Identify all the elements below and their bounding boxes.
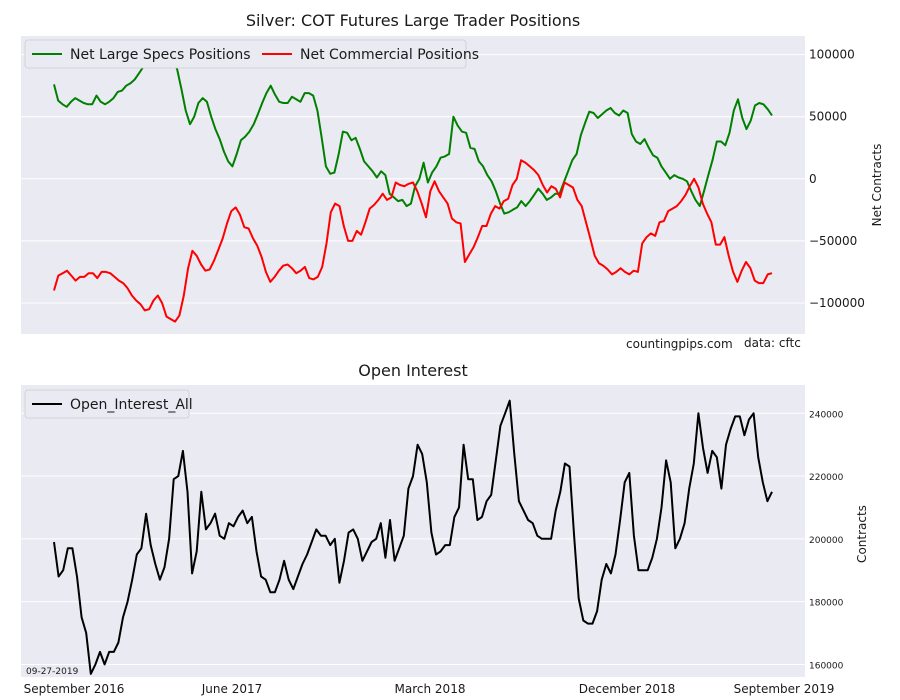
open-interest-y-tick-label: 200000 bbox=[809, 536, 844, 546]
positions-chart-title: Silver: COT Futures Large Trader Positio… bbox=[246, 11, 580, 30]
positions-plot-area bbox=[21, 36, 805, 334]
open-interest-y-tick-label: 160000 bbox=[809, 661, 844, 671]
positions-legend-box bbox=[24, 39, 467, 69]
open-interest-plot-area bbox=[21, 385, 805, 677]
open-interest-series-line bbox=[53, 399, 773, 675]
report-date-stamp: 09-27-2019 bbox=[26, 667, 79, 677]
legend-commercial-label: Net Commercial Positions bbox=[300, 47, 479, 63]
x-axis-tick-labels: September 2016 June 2017 March 2018 Decembe… bbox=[24, 682, 835, 696]
open-interest-legend-box bbox=[24, 389, 190, 419]
open-interest-y-tick-label: 180000 bbox=[809, 599, 844, 609]
x-tick-label: September 2016 bbox=[24, 682, 125, 696]
credit-site: countingpips.com bbox=[626, 337, 733, 351]
legend-open-interest-label: Open_Interest_All bbox=[70, 397, 193, 413]
open-interest-chart-title: Open Interest bbox=[358, 361, 467, 380]
credit-source: data: cftc bbox=[744, 336, 801, 350]
positions-y-tick-label: 100000 bbox=[809, 48, 855, 62]
positions-y-tick-label: 0 bbox=[809, 172, 817, 186]
x-tick-label: June 2017 bbox=[201, 682, 263, 696]
positions-legend: Net Large Specs Positions Net Commercial… bbox=[24, 39, 479, 69]
x-tick-label: September 2019 bbox=[734, 682, 835, 696]
open-interest-chart: Open Interest 160000 180000 200000 220000 24… bbox=[21, 361, 869, 677]
open-interest-legend: Open_Interest_All bbox=[24, 389, 193, 419]
positions-chart: Silver: COT Futures Large Trader Positio… bbox=[21, 11, 884, 351]
positions-y-axis-label: Net Contracts bbox=[870, 144, 884, 227]
series-line-open-interest-all bbox=[53, 399, 773, 675]
open-interest-y-tick-label: 240000 bbox=[809, 410, 844, 420]
positions-y-tick-label: −100000 bbox=[809, 296, 865, 310]
positions-y-ticks: −100000 −50000 0 50000 100000 bbox=[809, 48, 865, 310]
x-tick-label: December 2018 bbox=[579, 682, 676, 696]
positions-y-tick-label: −50000 bbox=[809, 234, 857, 248]
x-tick-label: March 2018 bbox=[395, 682, 466, 696]
series-line-net-commercial-positions bbox=[53, 159, 773, 323]
positions-y-tick-label: 50000 bbox=[809, 110, 847, 124]
open-interest-y-axis-label: Contracts bbox=[855, 505, 869, 563]
open-interest-y-ticks: 160000 180000 200000 220000 240000 bbox=[809, 410, 844, 671]
legend-specs-label: Net Large Specs Positions bbox=[70, 47, 251, 63]
open-interest-y-tick-label: 220000 bbox=[809, 473, 844, 483]
